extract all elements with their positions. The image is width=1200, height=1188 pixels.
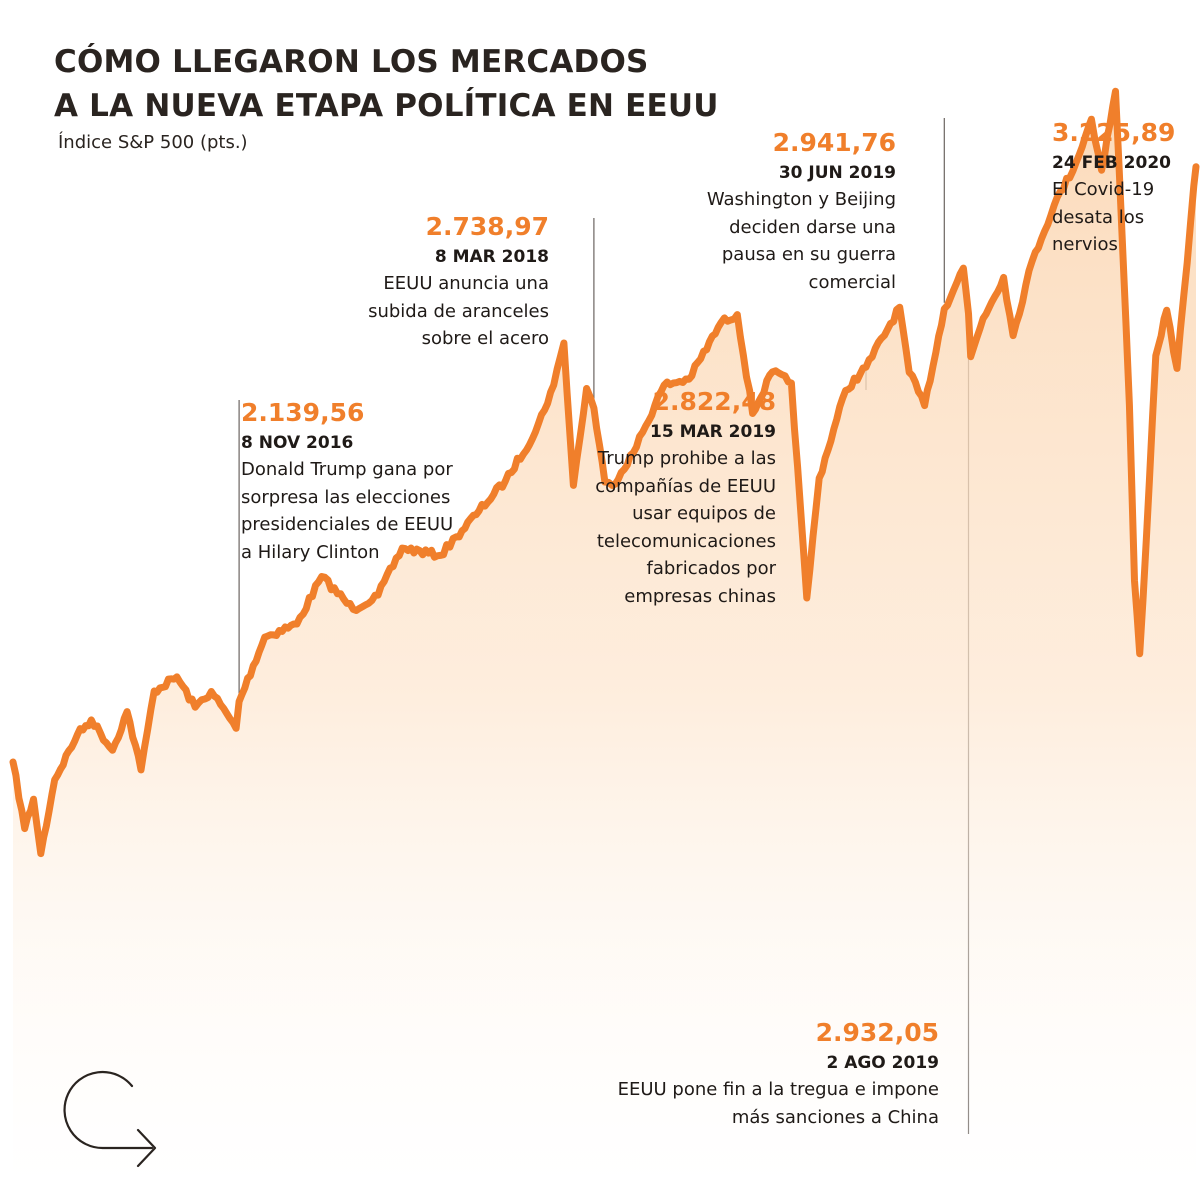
annotation-text-line: EEUU anuncia una bbox=[383, 273, 549, 294]
annotation-date: 8 MAR 2018 bbox=[434, 247, 549, 267]
annotation-2019-03-15: 2.822,48 15 MAR 2019 Trump prohibe a las… bbox=[595, 387, 776, 610]
annotation-text-line: comercial bbox=[808, 271, 896, 293]
annotation-text-line: compañías de EEUU bbox=[595, 475, 776, 497]
annotation-text-line: desata los bbox=[1052, 206, 1145, 228]
annotation-text-line: nervios bbox=[1052, 234, 1118, 255]
annotation-2018-03-08: 2.738,97 8 MAR 2018 EEUU anuncia una sub… bbox=[368, 212, 549, 353]
annotation-value: 3.225,89 bbox=[1052, 118, 1176, 147]
annotation-text-line: presidenciales de EEUU bbox=[241, 514, 454, 535]
annotation-text-line: sobre el acero bbox=[421, 328, 549, 349]
chart-title: CÓMO LLEGARON LOS MERCADOS A LA NUEVA ET… bbox=[54, 40, 719, 128]
chart-title-line-2: A LA NUEVA ETAPA POLÍTICA EN EEUU bbox=[54, 88, 719, 124]
annotation-value: 2.738,97 bbox=[425, 212, 549, 241]
annotation-text-line: pausa en su guerra bbox=[721, 244, 896, 265]
annotation-date: 8 NOV 2016 bbox=[241, 433, 354, 453]
chart-title-line-1: CÓMO LLEGARON LOS MERCADOS bbox=[54, 44, 649, 80]
annotation-text-line: EEUU pone fin a la tregua e impone bbox=[617, 1079, 939, 1100]
annotation-2020-02-24: 3.225,89 24 FEB 2020 El Covid-19 desata … bbox=[1052, 118, 1175, 259]
annotation-text-line: Trump prohibe a las bbox=[597, 448, 776, 469]
annotation-text-line: sorpresa las elecciones bbox=[241, 486, 451, 508]
annotation-2016-11-08: 2.139,56 8 NOV 2016 Donald Trump gana po… bbox=[241, 398, 453, 566]
annotation-text-line: El Covid-19 bbox=[1052, 179, 1155, 200]
annotation-text-line: a Hilary Clinton bbox=[241, 541, 380, 563]
curved-arrow-icon bbox=[63, 1070, 157, 1168]
annotation-value: 2.822,48 bbox=[652, 387, 776, 416]
chart-subtitle: Índice S&P 500 (pts.) bbox=[58, 132, 248, 153]
annotation-date: 2 AGO 2019 bbox=[826, 1053, 939, 1073]
series-area bbox=[13, 91, 1196, 1188]
annotation-text-line: subida de aranceles bbox=[368, 300, 549, 322]
annotation-text-line: Donald Trump gana por bbox=[241, 459, 453, 480]
annotation-text-line: telecomunicaciones bbox=[596, 530, 776, 552]
annotation-value: 2.932,05 bbox=[815, 1018, 939, 1047]
annotation-date: 30 JUN 2019 bbox=[778, 163, 896, 183]
annotation-text-line: más sanciones a China bbox=[731, 1106, 939, 1128]
annotation-text-line: deciden darse una bbox=[729, 216, 896, 238]
annotation-date: 24 FEB 2020 bbox=[1052, 153, 1171, 173]
annotation-text-line: Washington y Beijing bbox=[706, 189, 896, 210]
annotation-value: 2.941,76 bbox=[772, 128, 896, 157]
annotation-text-line: usar equipos de bbox=[632, 503, 776, 524]
annotation-text-line: empresas chinas bbox=[624, 585, 776, 607]
annotation-2019-08-02: 2.932,05 2 AGO 2019 EEUU pone fin a la t… bbox=[618, 1018, 939, 1131]
annotation-text-line: fabricados por bbox=[646, 558, 777, 579]
annotation-value: 2.139,56 bbox=[241, 398, 365, 427]
annotation-date: 15 MAR 2019 bbox=[650, 422, 776, 442]
annotation-2019-06-30: 2.941,76 30 JUN 2019 Washington y Beijin… bbox=[707, 128, 896, 296]
series-line bbox=[9, 87, 1200, 858]
